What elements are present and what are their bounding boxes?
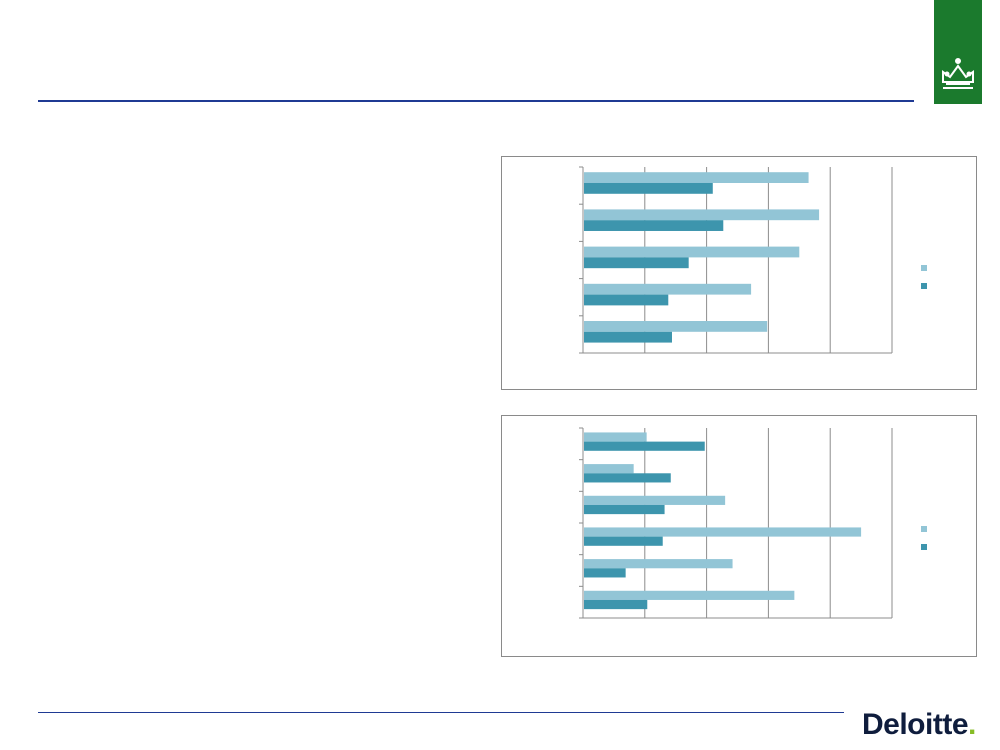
deloitte-logo: Deloitte. (862, 705, 976, 745)
legend-marker-series-1 (921, 265, 927, 271)
bar-series-2-row-2 (584, 473, 671, 483)
bar-series-1-row-2 (584, 209, 820, 221)
footer-divider (38, 712, 844, 713)
bar-series-1-row-5 (584, 559, 733, 569)
bar-series-1-row-4 (584, 527, 862, 537)
bar-series-1-row-3 (584, 495, 726, 505)
bar-series-2-row-6 (584, 599, 648, 610)
bar-series-1-row-6 (584, 590, 795, 600)
legend-marker-series-1 (921, 526, 927, 532)
bar-series-1-row-4 (584, 283, 752, 295)
bar-series-1-row-1 (584, 172, 809, 183)
crown-icon (942, 58, 974, 89)
bar-series-1-row-2 (584, 464, 634, 474)
bar-series-2-row-4 (584, 294, 669, 306)
chart-2 (501, 415, 977, 657)
coat-of-arms (934, 0, 982, 104)
bar-series-2-row-3 (584, 257, 689, 269)
bar-series-2-row-4 (584, 536, 663, 546)
logo-text: Deloitte (862, 708, 969, 741)
chart-2-plot (579, 427, 927, 619)
bar-series-1-row-1 (584, 432, 647, 442)
chart-1 (501, 156, 977, 390)
chart-1-plot (579, 166, 927, 354)
bar-series-2-row-2 (584, 220, 724, 231)
bar-series-2-row-1 (584, 441, 705, 451)
header-divider (38, 100, 914, 102)
legend-marker-series-2 (921, 544, 927, 550)
legend-marker-series-2 (921, 283, 927, 289)
bar-series-2-row-1 (584, 182, 713, 194)
bar-series-1-row-3 (584, 246, 800, 258)
bar-series-2-row-3 (584, 504, 665, 515)
bar-series-2-row-5 (584, 568, 626, 578)
logo-dot: . (968, 708, 976, 741)
bar-series-2-row-5 (584, 331, 672, 343)
bar-series-1-row-5 (584, 321, 768, 332)
